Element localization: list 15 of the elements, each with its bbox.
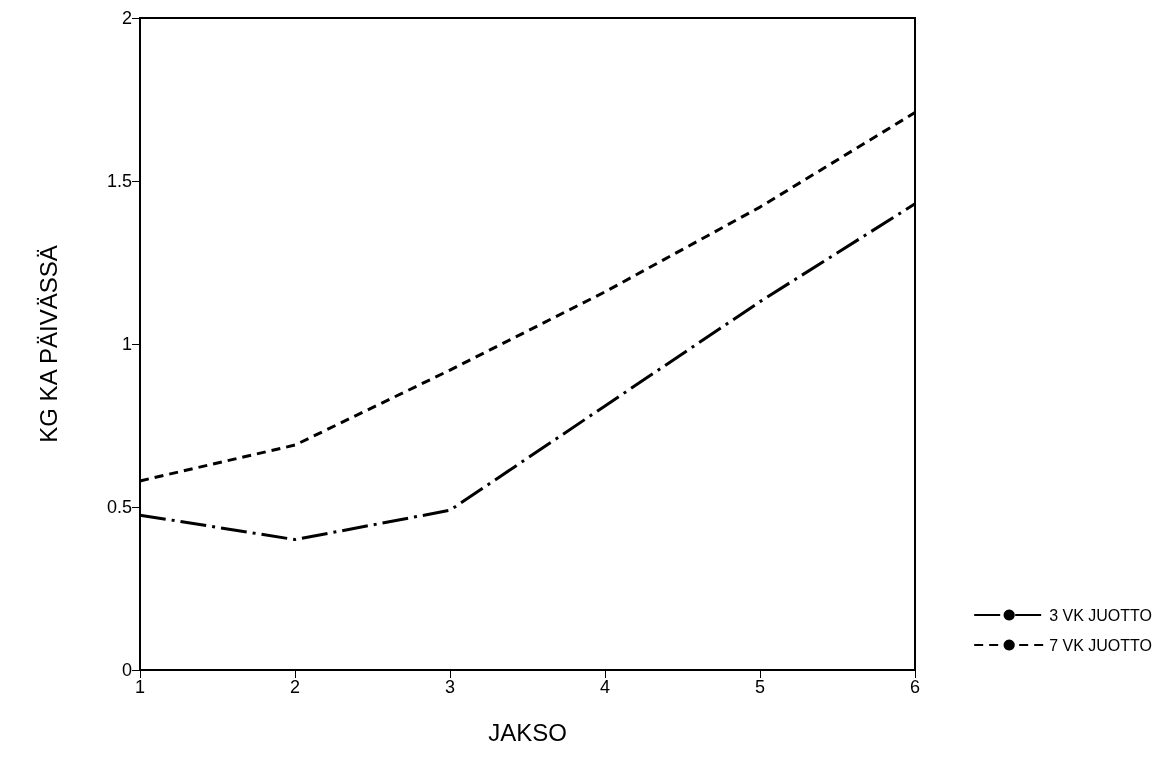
y-tick-label: 0.5 [106, 497, 132, 517]
x-tick-label: 3 [444, 677, 456, 697]
y-axis-title: KG KA PÄIVÄSSÄ [34, 245, 62, 443]
legend-label: 3 VK JUOTTO [1049, 606, 1153, 624]
x-tick-label: 6 [909, 677, 921, 697]
x-tick-label: 4 [599, 677, 611, 697]
x-tick-label: 5 [754, 677, 766, 697]
x-axis-title: JAKSO [488, 718, 567, 746]
y-tick-label: 0 [121, 660, 132, 680]
y-tick-label: 1 [121, 334, 132, 354]
legend-label: 7 VK JUOTTO [1049, 636, 1153, 654]
x-tick-label: 1 [134, 677, 146, 697]
y-tick-label: 1.5 [106, 171, 132, 191]
y-tick-label: 2 [121, 8, 132, 28]
x-tick-label: 2 [289, 677, 301, 697]
